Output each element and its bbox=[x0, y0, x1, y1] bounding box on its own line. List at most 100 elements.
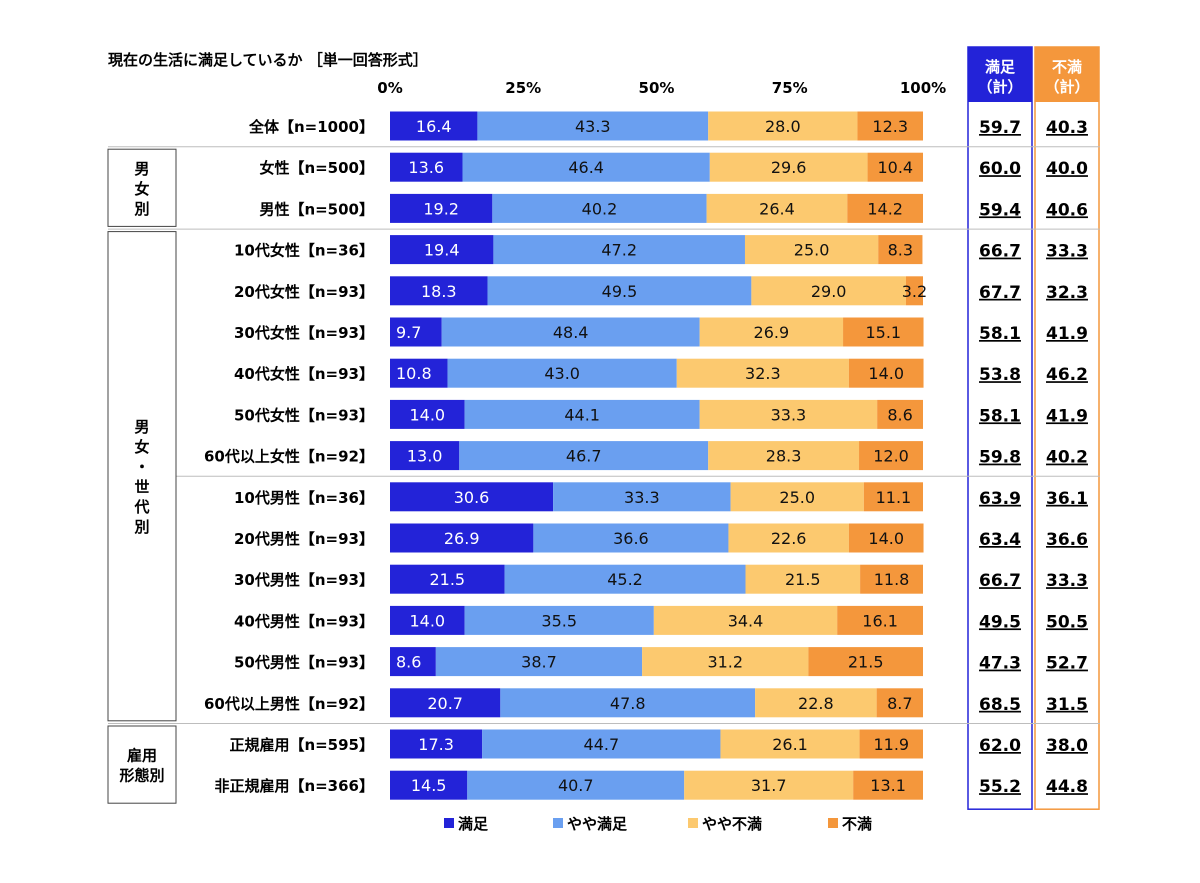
bar-segment bbox=[464, 605, 654, 635]
dissatisfied-total-label: 44.8 bbox=[1046, 777, 1088, 797]
bar-value-label: 20.7 bbox=[427, 694, 463, 713]
bar-value-label: 33.3 bbox=[771, 405, 807, 424]
bar-value-label: 10.4 bbox=[877, 158, 913, 177]
chart-title: 現在の生活に満足しているか ［単一回答形式］ bbox=[108, 51, 428, 69]
group-label: 別 bbox=[133, 200, 149, 218]
bar-row: 男性【n=500】 19.2 40.2 26.4 14.2 59.4 40.6 bbox=[259, 193, 1088, 223]
dissatisfied-total-label: 40.0 bbox=[1046, 159, 1088, 179]
bar-segment bbox=[553, 482, 731, 512]
dissatisfied-total-label: 46.2 bbox=[1046, 365, 1088, 385]
bar-value-label: 16.1 bbox=[862, 611, 898, 630]
bar-value-label: 14.5 bbox=[411, 776, 447, 795]
row-label: 正規雇用【n=595】 bbox=[229, 736, 374, 754]
dissatisfied-total-label: 36.1 bbox=[1046, 489, 1088, 509]
bar-segment bbox=[878, 235, 923, 265]
satisfied-total-label: 58.1 bbox=[979, 324, 1021, 344]
legend-label: 不満 bbox=[842, 815, 872, 833]
bar-value-label: 11.8 bbox=[874, 570, 910, 589]
bar-value-label: 11.9 bbox=[873, 735, 909, 754]
row-dividers bbox=[108, 146, 1100, 724]
legend: 満足 やや満足 やや不満 不満 bbox=[444, 815, 872, 833]
x-tick-label: 75% bbox=[772, 79, 808, 97]
bar-segment bbox=[467, 770, 685, 800]
bar-value-label: 26.9 bbox=[444, 529, 480, 548]
satisfied-total-label: 68.5 bbox=[979, 695, 1021, 715]
bar-segment bbox=[390, 152, 463, 182]
bar-value-label: 17.3 bbox=[418, 735, 454, 754]
satisfied-total-label: 60.0 bbox=[979, 159, 1021, 179]
legend-swatch bbox=[828, 818, 838, 828]
dissatisfied-total-label: 33.3 bbox=[1046, 242, 1088, 262]
legend-label: やや満足 bbox=[567, 815, 628, 833]
bar-value-label: 10.8 bbox=[396, 364, 432, 383]
bar-value-label: 35.5 bbox=[541, 611, 577, 630]
bar-value-label: 28.0 bbox=[765, 117, 801, 136]
bar-segment bbox=[853, 770, 923, 800]
bar-segment bbox=[706, 193, 848, 223]
bar-segment bbox=[441, 317, 700, 347]
bar-segment bbox=[745, 564, 861, 594]
bar-segment bbox=[390, 770, 468, 800]
bar-value-label: 45.2 bbox=[607, 570, 643, 589]
satisfied-total-label: 59.8 bbox=[979, 448, 1021, 468]
bar-value-label: 49.5 bbox=[602, 282, 638, 301]
bar-segment bbox=[500, 688, 756, 718]
row-label: 30代男性【n=93】 bbox=[234, 571, 374, 589]
bar-value-label: 13.6 bbox=[408, 158, 444, 177]
bar-segment bbox=[876, 688, 923, 718]
legend-swatch bbox=[553, 818, 563, 828]
x-tick-label: 0% bbox=[377, 79, 402, 97]
satisfied-total-label: 55.2 bbox=[979, 777, 1021, 797]
bar-row: 10代男性【n=36】 30.6 33.3 25.0 11.1 63.9 36.1 bbox=[234, 482, 1088, 512]
bar-segment bbox=[857, 111, 923, 141]
bar-segment bbox=[492, 193, 707, 223]
bar-value-label: 15.1 bbox=[865, 323, 901, 342]
summary-header-box bbox=[1035, 47, 1099, 102]
bar-row: 40代女性【n=93】 10.8 43.0 32.3 14.0 53.8 46.2 bbox=[234, 358, 1088, 388]
row-label: 40代男性【n=93】 bbox=[234, 612, 374, 630]
bar-row: 60代以上女性【n=92】 13.0 46.7 28.3 12.0 59.8 40.2 bbox=[204, 441, 1088, 471]
bar-segment bbox=[390, 399, 465, 429]
satisfied-total-label: 59.4 bbox=[979, 200, 1021, 220]
bar-segment bbox=[859, 729, 923, 759]
bar-value-label: 26.1 bbox=[772, 735, 808, 754]
dissatisfied-total-label: 32.3 bbox=[1046, 283, 1088, 303]
bar-segment bbox=[848, 523, 924, 553]
x-tick-label: 25% bbox=[505, 79, 541, 97]
bar-value-label: 30.6 bbox=[454, 488, 490, 507]
group-label: 女 bbox=[134, 180, 149, 198]
bar-segment bbox=[699, 399, 878, 429]
bar-rows: 全体【n=1000】 16.4 43.3 28.0 12.3 59.7 40.3 女性【n=5… bbox=[204, 111, 1088, 800]
bar-value-label: 46.7 bbox=[566, 447, 602, 466]
row-label: 非正規雇用【n=366】 bbox=[214, 777, 374, 795]
satisfied-total-label: 66.7 bbox=[979, 571, 1021, 591]
satisfied-total-label: 67.7 bbox=[979, 283, 1021, 303]
bar-value-label: 32.3 bbox=[745, 364, 781, 383]
bar-row: 30代男性【n=93】 21.5 45.2 21.5 11.8 66.7 33.3 bbox=[234, 564, 1088, 594]
bar-row: 50代男性【n=93】 8.6 38.7 31.2 21.5 47.3 52.7 bbox=[234, 647, 1088, 677]
summary-column-outline bbox=[1034, 46, 1100, 810]
dissatisfied-total-label: 40.6 bbox=[1046, 200, 1088, 220]
row-label: 20代女性【n=93】 bbox=[234, 283, 374, 301]
dissatisfied-total-label: 36.6 bbox=[1046, 530, 1088, 550]
bar-value-label: 12.3 bbox=[872, 117, 908, 136]
bar-value-label: 19.4 bbox=[424, 241, 460, 260]
bar-value-label: 47.8 bbox=[610, 694, 646, 713]
bar-value-label: 34.4 bbox=[728, 611, 764, 630]
bar-segment bbox=[877, 399, 923, 429]
satisfied-total-label: 66.7 bbox=[979, 242, 1021, 262]
bar-row: 全体【n=1000】 16.4 43.3 28.0 12.3 59.7 40.3 bbox=[248, 111, 1088, 141]
group-label-box bbox=[107, 725, 177, 804]
bar-value-label: 33.3 bbox=[624, 488, 660, 507]
bar-row: 40代男性【n=93】 14.0 35.5 34.4 16.1 49.5 50.5 bbox=[234, 605, 1088, 635]
bar-value-label: 8.6 bbox=[887, 405, 912, 424]
group-label: ・ bbox=[134, 458, 149, 476]
bar-value-label: 26.9 bbox=[754, 323, 790, 342]
bar-row: 50代女性【n=93】 14.0 44.1 33.3 8.6 58.1 41.9 bbox=[234, 399, 1088, 429]
satisfied-total-label: 47.3 bbox=[979, 654, 1021, 674]
bar-segment bbox=[435, 647, 643, 677]
row-label: 30代女性【n=93】 bbox=[234, 324, 374, 342]
summary-header-box bbox=[968, 47, 1032, 102]
summary-header-label: （計） bbox=[977, 78, 1022, 96]
row-label: 10代男性【n=36】 bbox=[234, 489, 374, 507]
